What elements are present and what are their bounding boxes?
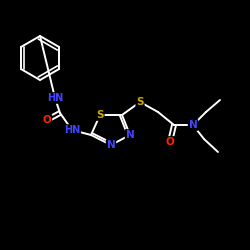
Text: O: O [42,115,51,125]
Text: HN: HN [64,125,80,135]
Text: N: N [106,140,116,150]
Text: HN: HN [47,93,63,103]
Text: O: O [166,137,174,147]
Text: S: S [136,97,144,107]
Text: N: N [189,120,198,130]
Text: N: N [126,130,134,140]
Text: S: S [96,110,104,120]
